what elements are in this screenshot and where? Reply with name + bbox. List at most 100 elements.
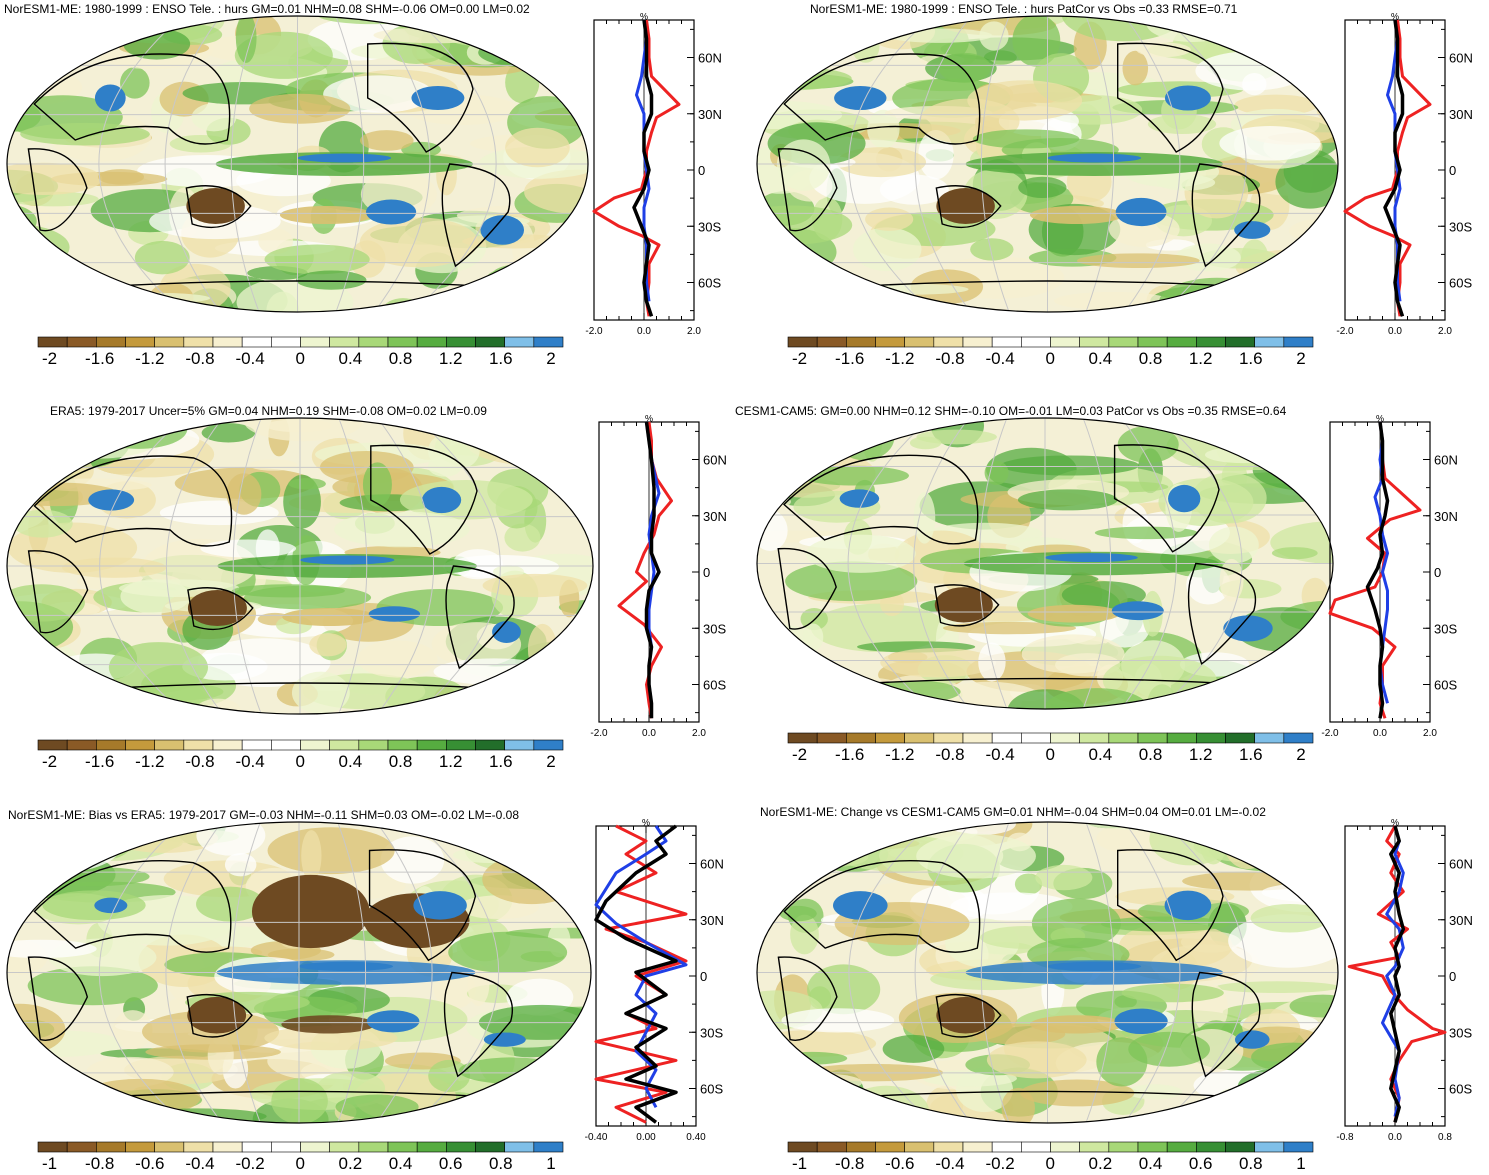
colorbar-tick-label: -0.4: [235, 752, 264, 771]
colorbar-swatch: [1283, 1141, 1314, 1153]
colorbar-tick-label: 1.2: [1189, 349, 1213, 368]
colorbar-tick-label: -2: [42, 349, 57, 368]
colorbar-tick-label: -1.2: [885, 349, 914, 368]
zonal-mean-profile: % -0.40 0.00 0.40 60N 30N 0 30S 60S: [585, 818, 738, 1150]
colorbar-swatch: [962, 336, 993, 348]
colorbar-swatch: [387, 336, 418, 348]
lat-tick-label: 0: [698, 163, 705, 178]
colorbar-tick-label: 0.8: [389, 349, 413, 368]
colorbar-tick-label: 1.2: [439, 752, 463, 771]
world-map: [5, 820, 593, 1125]
lat-tick-label: 60N: [700, 857, 724, 872]
series-line-blue: [594, 825, 688, 1109]
colorbar-swatch: [933, 732, 964, 744]
zonal-mean-profile: % -0.8 0.0 0.8 60N 30N 0 30S 60S: [1336, 818, 1487, 1150]
series-line-red: [592, 19, 681, 317]
colorbar-swatch: [1079, 336, 1110, 348]
colorbar-swatch: [300, 1141, 330, 1153]
colorbar-swatch: [504, 1141, 535, 1153]
colorbar-tick-label: -0.6: [135, 1154, 164, 1173]
colorbar-tick-label: 0.4: [1139, 1154, 1163, 1173]
colorbar-swatch: [475, 1141, 505, 1153]
colorbar-tick-label: -0.4: [185, 1154, 214, 1173]
colorbar-swatch: [962, 732, 993, 744]
unit-label: %: [640, 12, 648, 22]
colorbar-swatch: [183, 336, 214, 348]
series-line-black: [644, 421, 661, 719]
colorbar-tick-label: 1.6: [1239, 745, 1263, 764]
colorbar-tick-label: -2: [792, 745, 807, 764]
colorbar-tick-label: 0.4: [389, 1154, 413, 1173]
x-tick-label: 0.0: [637, 326, 651, 337]
x-tick-label: 2.0: [1423, 728, 1437, 739]
x-tick-label: -0.40: [585, 1132, 608, 1143]
series-line-black: [1383, 19, 1405, 317]
colorbar-swatch: [37, 1141, 68, 1153]
x-tick-label: -2.0: [590, 728, 608, 739]
colorbar-swatch: [1166, 336, 1197, 348]
lat-tick-label: 60N: [1449, 51, 1473, 66]
colorbar-swatch: [96, 336, 126, 348]
colorbar-swatch: [154, 739, 185, 751]
x-tick-label: 0.0: [1388, 1132, 1402, 1143]
colorbar-tick-label: -2: [792, 349, 807, 368]
colorbar-swatch: [504, 739, 535, 751]
lat-tick-label: 60S: [1449, 1082, 1472, 1097]
x-tick-label: 2.0: [687, 326, 701, 337]
colorbar-swatch: [1254, 336, 1285, 348]
colorbar-swatch: [1050, 732, 1080, 744]
colorbar-swatch: [96, 1141, 126, 1153]
x-tick-label: 0.8: [1438, 1132, 1452, 1143]
colorbar-tick-label: -0.4: [235, 349, 264, 368]
colorbar-tick-label: 0.6: [1189, 1154, 1213, 1173]
colorbar-swatch: [329, 336, 360, 348]
colorbar-swatch: [446, 739, 476, 751]
colorbar-swatch: [991, 732, 1022, 744]
colorbar-swatch: [125, 1141, 155, 1153]
x-tick-label: 0.0: [1388, 326, 1402, 337]
colorbar-swatch: [241, 739, 272, 751]
colorbar-tick-label: 0: [1046, 349, 1055, 368]
colorbar-tick-label: 2: [1296, 745, 1305, 764]
colorbar-swatch: [904, 336, 935, 348]
lat-tick-label: 0: [700, 969, 707, 984]
colorbar-swatch: [37, 336, 68, 348]
x-tick-label: -2.0: [1336, 326, 1354, 337]
lat-tick-label: 30N: [1449, 107, 1473, 122]
unit-label: %: [1376, 414, 1384, 424]
colorbar-swatch: [846, 336, 876, 348]
colorbar-swatch: [446, 336, 476, 348]
colorbar-tick-label: 0: [1046, 745, 1055, 764]
world-map: [755, 14, 1340, 314]
colorbar-swatch: [816, 1141, 847, 1153]
series-line-black: [594, 824, 678, 1124]
colorbar-swatch: [991, 1141, 1022, 1153]
x-tick-label: -0.8: [1336, 1132, 1354, 1143]
colorbar-tick-label: 0.8: [1139, 349, 1163, 368]
colorbar-tick-label: -1: [792, 1154, 807, 1173]
colorbar-tick-label: -1.6: [835, 745, 864, 764]
series-line-red: [1343, 19, 1432, 317]
colorbar-swatch: [904, 732, 935, 744]
colorbar: -1 -0.8 -0.6 -0.4 -0.2 0 0.2 0.4 0.6 0.8 1: [37, 1141, 583, 1174]
colorbar-swatch: [1196, 1141, 1226, 1153]
zonal-mean-profile: % -2.0 0.0 2.0 60N 30N 0 30S 60S: [1321, 414, 1472, 746]
colorbar-tick-label: 1: [546, 1154, 555, 1173]
lat-tick-label: 30S: [1449, 1025, 1472, 1040]
colorbar-swatch: [1225, 732, 1255, 744]
series-line-red: [617, 421, 673, 719]
lat-tick-label: 30N: [1434, 509, 1458, 524]
colorbar-swatch: [787, 1141, 818, 1153]
colorbar-swatch: [816, 732, 847, 744]
colorbar-swatch: [1137, 732, 1168, 744]
colorbar-swatch: [1050, 1141, 1080, 1153]
colorbar-swatch: [1283, 336, 1314, 348]
colorbar-swatch: [358, 739, 389, 751]
colorbar-tick-label: -0.4: [985, 745, 1014, 764]
lat-tick-label: 0: [1449, 163, 1456, 178]
colorbar-swatch: [125, 739, 155, 751]
colorbar-swatch: [933, 336, 964, 348]
colorbar-swatch: [504, 336, 535, 348]
colorbar-swatch: [1166, 1141, 1197, 1153]
colorbar-swatch: [533, 1141, 564, 1153]
